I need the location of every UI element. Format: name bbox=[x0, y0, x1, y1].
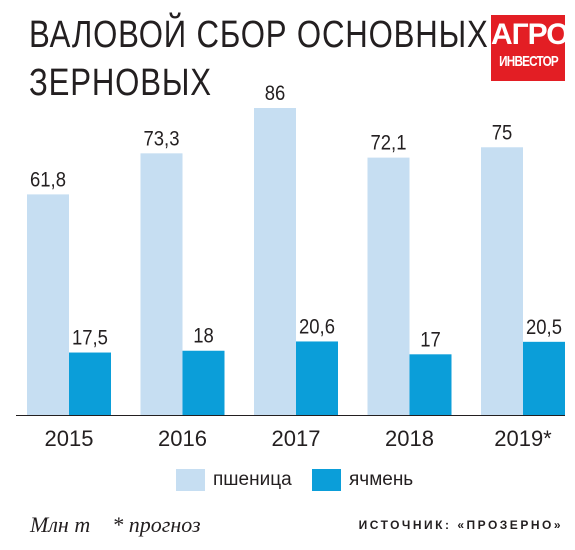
bar-barley-3 bbox=[409, 354, 452, 415]
x-tick-label-3: 2018 bbox=[385, 426, 434, 451]
forecast-note: * прогноз bbox=[112, 512, 201, 537]
bar-chart: 61,8 17,5 2015 73,3 18 2016 86 20,6 2017 72,1 17 20… bbox=[16, 82, 565, 451]
bar-wheat-2 bbox=[254, 108, 296, 415]
bar-wheat-1 bbox=[140, 153, 183, 415]
bar-barley-4 bbox=[523, 341, 565, 415]
bar-barley-1 bbox=[182, 350, 225, 415]
legend-label-barley: ячмень bbox=[349, 469, 414, 490]
legend-label-wheat: пшеница bbox=[213, 469, 292, 490]
bar-wheat-3 bbox=[367, 157, 410, 416]
bar-barley-0 bbox=[69, 352, 111, 415]
data-label-barley-3: 17 bbox=[420, 328, 441, 351]
x-tick-label-4: 2019* bbox=[494, 426, 552, 451]
data-label-wheat-0: 61,8 bbox=[30, 168, 66, 191]
bar-wheat-0 bbox=[27, 194, 69, 415]
x-tick-label-2: 2017 bbox=[272, 426, 321, 451]
data-label-wheat-1: 73,3 bbox=[144, 127, 180, 150]
legend-swatch-wheat bbox=[176, 469, 205, 491]
data-label-wheat-4: 75 bbox=[492, 121, 513, 144]
data-label-wheat-3: 72,1 bbox=[371, 132, 407, 155]
logo-line-2: ИНВЕСТОР bbox=[499, 53, 559, 70]
data-label-barley-2: 20,6 bbox=[299, 315, 335, 338]
bar-barley-2 bbox=[296, 341, 338, 415]
data-label-barley-1: 18 bbox=[193, 325, 214, 348]
legend-swatch-barley bbox=[312, 469, 341, 491]
footer-notes: Млн т * прогноз bbox=[30, 512, 201, 538]
unit-label: Млн т bbox=[30, 512, 91, 537]
chart-title-line-2: ЗЕРНОВЫХ bbox=[29, 62, 212, 104]
x-tick-label-1: 2016 bbox=[158, 426, 207, 451]
source-label: ИСТОЧНИК: «ПРОЗЕРНО» bbox=[358, 518, 563, 532]
x-tick-label-0: 2015 bbox=[45, 426, 94, 451]
data-label-barley-4: 20,5 bbox=[526, 316, 562, 339]
data-label-wheat-2: 86 bbox=[265, 82, 286, 105]
data-label-barley-0: 17,5 bbox=[72, 326, 108, 349]
bar-wheat-4 bbox=[481, 147, 523, 415]
agroinvestor-logo: АГРО ИНВЕСТОР bbox=[491, 15, 570, 81]
logo-line-1: АГРО bbox=[491, 18, 570, 51]
